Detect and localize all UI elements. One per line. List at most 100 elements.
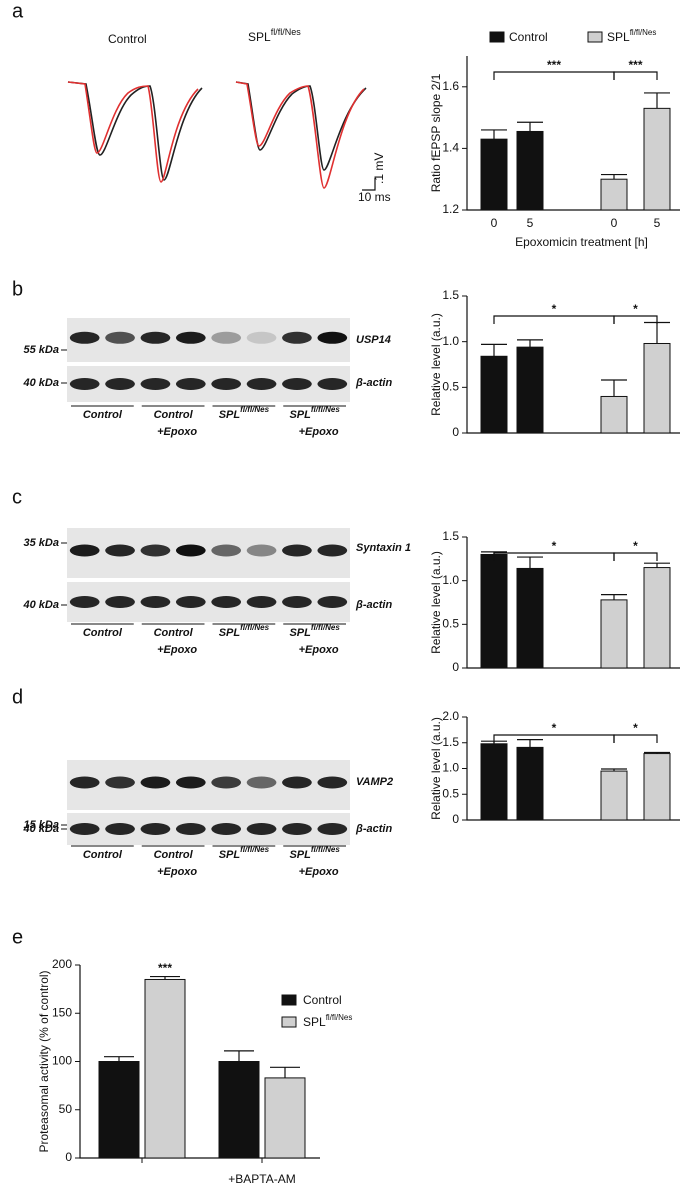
- band: [317, 331, 348, 344]
- sig-bracket: [493, 71, 615, 80]
- y-axis-label: Proteasomal activity (% of control): [37, 970, 51, 1152]
- legend-label-sup: fl/fl/Nes: [326, 1013, 353, 1022]
- lane-group-label-main: SPL: [219, 409, 241, 421]
- bar: [643, 753, 671, 821]
- trace-label: SPLfl/fl/Nes: [248, 27, 301, 44]
- lane-group-label: SPLfl/fl/Nes: [289, 845, 340, 861]
- y-axis-label: Relative level (a.u.): [429, 313, 443, 416]
- band: [69, 596, 100, 608]
- band: [317, 596, 348, 608]
- lane-group-label-sup: fl/fl/Nes: [311, 623, 340, 632]
- band: [246, 596, 277, 608]
- band: [140, 823, 171, 835]
- sig-bracket: [613, 315, 658, 324]
- lane-group-label-main: SPL: [289, 409, 311, 421]
- lane-group-label-main: Control: [83, 409, 123, 421]
- trace-label-main: SPL: [248, 30, 271, 44]
- lane-group-label-main: SPL: [289, 849, 311, 861]
- band: [246, 823, 277, 835]
- band: [317, 823, 348, 835]
- sig-label: ***: [158, 961, 172, 975]
- lane-group-label: Control: [154, 627, 194, 639]
- legend-label-main: SPL: [607, 30, 630, 44]
- lane-group-label: +Epoxo: [157, 866, 197, 878]
- bar: [98, 1061, 140, 1159]
- legend-swatch: [281, 994, 297, 1006]
- lane-group-label-main: SPL: [289, 627, 311, 639]
- y-tick-label: 1.2: [442, 202, 459, 216]
- panel-label: c: [12, 486, 22, 508]
- band: [175, 596, 206, 608]
- protein-label: Syntaxin 1: [356, 542, 411, 554]
- y-tick-label: 1.0: [442, 573, 459, 587]
- x-tick-label: 5: [654, 216, 661, 230]
- band: [69, 331, 100, 344]
- bar: [600, 395, 628, 434]
- sig-label: ***: [628, 58, 642, 72]
- scale-label: .1 mV: [372, 153, 386, 184]
- band: [140, 596, 171, 608]
- bar: [643, 567, 671, 669]
- band: [317, 544, 348, 557]
- lane-group-label-main: Control: [83, 849, 123, 861]
- lane-group-label: Control: [83, 849, 123, 861]
- lane-group-label-sup: fl/fl/Nes: [240, 405, 269, 414]
- legend-label-main: Control: [303, 993, 342, 1007]
- band: [246, 544, 277, 557]
- y-axis-label: Ratio fEPSP slope 2/1: [429, 73, 443, 192]
- legend-label: SPLfl/fl/Nes: [303, 1013, 352, 1029]
- x-tick-label: 5: [527, 216, 534, 230]
- lane-group-label-sup: fl/fl/Nes: [311, 405, 340, 414]
- bar: [643, 342, 671, 434]
- lane-group-label: +Epoxo: [299, 644, 339, 656]
- band: [140, 331, 171, 344]
- band: [211, 596, 242, 608]
- bar: [516, 567, 544, 669]
- trace-spl-black: [235, 81, 367, 171]
- y-tick-label: 0.5: [442, 786, 459, 800]
- band: [246, 776, 277, 789]
- lane-group-label: +Epoxo: [299, 426, 339, 438]
- band: [282, 823, 312, 835]
- band: [175, 823, 206, 835]
- y-tick-label: 1.0: [442, 334, 459, 348]
- y-tick-label: 100: [52, 1054, 72, 1068]
- legend-swatch: [489, 31, 505, 43]
- band: [282, 378, 312, 390]
- blot: 55 kDa USP14 40 kDa β-actin Control Control +E…: [23, 318, 392, 438]
- bar: [516, 346, 544, 434]
- marker-label: 35 kDa: [24, 537, 59, 549]
- sig-bracket: [613, 552, 658, 561]
- band: [140, 378, 171, 390]
- band: [105, 331, 135, 344]
- sig-label: *: [633, 721, 638, 735]
- traces: [67, 81, 376, 191]
- band: [69, 378, 100, 390]
- band: [282, 544, 312, 557]
- y-tick-label: 0: [65, 1150, 72, 1164]
- band: [211, 776, 242, 789]
- lane-group-label: SPLfl/fl/Nes: [289, 623, 340, 639]
- band: [105, 776, 135, 789]
- band: [105, 823, 135, 835]
- marker-label: 40 kDa: [23, 599, 59, 611]
- legend-swatch: [587, 31, 603, 43]
- y-tick-label: 0.5: [442, 617, 459, 631]
- lane-group-label-main: SPL: [219, 627, 241, 639]
- marker-label: 40 kDa: [23, 377, 59, 389]
- lane-group-label: +Epoxo: [157, 644, 197, 656]
- legend-label: Control: [509, 30, 548, 44]
- y-tick-label: 1.5: [442, 288, 459, 302]
- lane-group-label: Control: [83, 627, 123, 639]
- bar: [218, 1061, 260, 1159]
- sig-bracket: [613, 71, 658, 80]
- band: [246, 331, 277, 344]
- legend-label-sup: fl/fl/Nes: [630, 28, 657, 37]
- band: [69, 776, 100, 789]
- band: [282, 776, 312, 789]
- sig-label: *: [633, 302, 638, 316]
- band: [69, 544, 100, 557]
- bar: [600, 599, 628, 669]
- sig-label: *: [552, 302, 557, 316]
